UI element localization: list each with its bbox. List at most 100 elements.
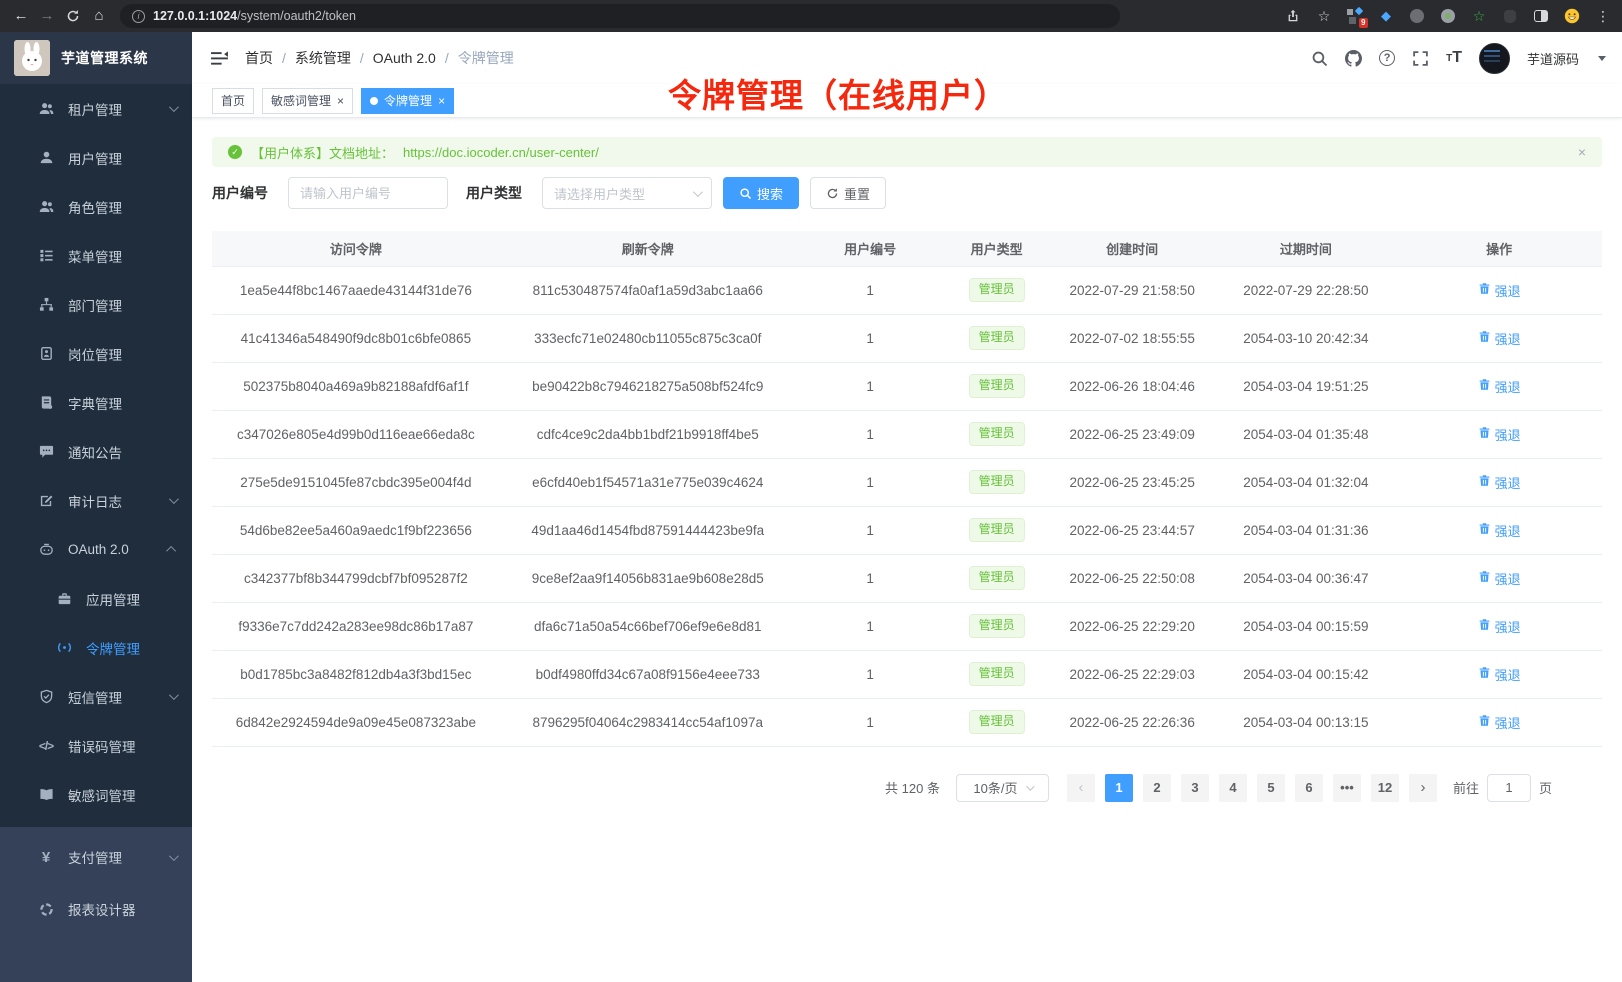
sidebar-item[interactable]: 字典管理	[0, 378, 192, 427]
profile-emoji-avatar[interactable]	[1563, 7, 1581, 25]
sidebar-item[interactable]: 岗位管理	[0, 329, 192, 378]
check-circle-icon: ✓	[228, 145, 242, 159]
force-logout-button[interactable]: 强退	[1478, 713, 1521, 732]
user-type-cell: 管理员	[944, 506, 1049, 555]
sidebar-item[interactable]: 敏感词管理	[0, 770, 192, 819]
expires-cell: 2054-03-04 01:35:48	[1215, 410, 1397, 459]
hamburger-icon[interactable]	[210, 50, 229, 67]
page-button[interactable]: 2	[1142, 773, 1171, 802]
force-logout-button[interactable]: 强退	[1478, 665, 1521, 684]
page-button[interactable]: 3	[1180, 773, 1209, 802]
sidebar-item[interactable]: </> 错误码管理	[0, 721, 192, 770]
force-logout-button[interactable]: 强退	[1478, 377, 1521, 396]
expires-cell: 2054-03-04 01:31:36	[1215, 506, 1397, 555]
refresh-cell: e6cfd40eb1f54571a31e775e039c4624	[499, 458, 796, 507]
created-cell: 2022-06-26 18:04:46	[1048, 362, 1216, 411]
sidebar-item[interactable]: 应用管理	[0, 574, 192, 623]
sidebar-menu-bottom: ¥ 支付管理 报表设计器	[0, 827, 192, 935]
dark-blob-extension-icon[interactable]	[1501, 7, 1519, 25]
extension-with-badge-icon[interactable]: 9	[1346, 6, 1368, 28]
close-icon[interactable]: ×	[337, 93, 345, 108]
sidebar-item[interactable]: 部门管理	[0, 280, 192, 329]
table-row: f9336e7c7dd242a283ee98dc86b17a87 dfa6c71a…	[212, 602, 1602, 651]
expires-cell: 2054-03-04 00:15:42	[1215, 650, 1397, 699]
sidebar-menu: 租户管理 用户管理 角色管理 菜单管理 部门管理 岗位管理 字典管理 通知公告 审计日志 OAut…	[0, 84, 192, 827]
user-id-input[interactable]	[288, 177, 448, 209]
force-logout-button[interactable]: 强退	[1478, 473, 1521, 492]
created-cell: 2022-06-25 23:44:57	[1048, 506, 1216, 555]
sidebar-item[interactable]: ¥ 支付管理	[0, 831, 192, 883]
sidebar-item[interactable]: 菜单管理	[0, 231, 192, 280]
reload-icon[interactable]	[60, 0, 86, 32]
tab-item[interactable]: 首页	[212, 87, 255, 114]
expires-cell: 2054-03-04 19:51:25	[1215, 362, 1397, 411]
user-type-select[interactable]: 请选择用户类型	[542, 177, 712, 209]
access-cell: 275e5de9151045fe87cbdc395e004f4d	[212, 458, 500, 507]
sidebar-item[interactable]: 通知公告	[0, 427, 192, 476]
page-button[interactable]: 1	[1104, 773, 1133, 802]
sidebar-item[interactable]: 用户管理	[0, 133, 192, 182]
bookmark-star-icon[interactable]: ☆	[1317, 7, 1331, 24]
sidebar-item[interactable]: 租户管理	[0, 84, 192, 133]
alert-doc-link[interactable]: https://doc.iocoder.cn/user-center/	[403, 144, 599, 160]
page-button[interactable]: 6	[1294, 773, 1323, 802]
github-icon[interactable]	[1345, 49, 1363, 67]
force-logout-button[interactable]: 强退	[1478, 521, 1521, 540]
alert-close-icon[interactable]: ×	[1577, 144, 1586, 160]
more-pages-icon[interactable]: •••	[1332, 773, 1361, 802]
sidebar-item[interactable]: 报表设计器	[0, 883, 192, 935]
dark-circle-extension-icon[interactable]	[1408, 7, 1426, 25]
gem-extension-icon[interactable]: ◆	[1381, 8, 1391, 23]
action-cell: 强退	[1396, 362, 1602, 411]
next-page-button[interactable]: ›	[1408, 773, 1437, 802]
user-id-cell: 1	[795, 458, 945, 507]
address-bar[interactable]: i 127.0.0.1:1024/system/oauth2/token	[120, 4, 1120, 28]
sidebar-item[interactable]: 令牌管理	[0, 623, 192, 672]
page-button[interactable]: 12	[1370, 773, 1399, 802]
force-logout-button[interactable]: 强退	[1478, 569, 1521, 588]
help-icon[interactable]: ?	[1379, 50, 1396, 66]
home-icon[interactable]: ⌂	[94, 7, 104, 24]
goto-page-input[interactable]	[1486, 773, 1531, 802]
sidebar-item[interactable]: 短信管理	[0, 672, 192, 721]
page-button[interactable]: 4	[1218, 773, 1247, 802]
force-logout-button[interactable]: 强退	[1478, 329, 1521, 348]
breadcrumb-item[interactable]: 系统管理	[294, 50, 351, 66]
green-star-extension-icon[interactable]: ☆	[1472, 7, 1486, 24]
token-table: 访问令牌 刷新令牌 用户编号 用户类型 创建时间 过期时间 操作 1ea5e44f8bc14…	[212, 231, 1602, 747]
page-size-select[interactable]: 10条/页	[955, 773, 1049, 802]
force-logout-button[interactable]: 强退	[1478, 281, 1521, 300]
back-icon[interactable]: ←	[13, 7, 29, 24]
breadcrumb-item[interactable]: OAuth 2.0	[372, 50, 436, 66]
sidebar-item[interactable]: 审计日志	[0, 476, 192, 525]
dot-circle-extension-icon[interactable]	[1439, 7, 1457, 25]
search-icon[interactable]	[1311, 50, 1328, 67]
browser-menu-icon[interactable]: ⋮	[1596, 7, 1610, 24]
expires-cell: 2054-03-10 20:42:34	[1215, 314, 1397, 363]
tab-active[interactable]: 令牌管理 ×	[361, 87, 455, 114]
force-logout-button[interactable]: 强退	[1478, 617, 1521, 636]
access-cell: 54d6be82ee5a460a9aedc1f9bf223656	[212, 506, 500, 555]
page-button[interactable]: 5	[1256, 773, 1285, 802]
breadcrumb-separator: /	[444, 50, 449, 66]
forward-icon[interactable]: →	[39, 7, 55, 24]
share-icon[interactable]	[1284, 7, 1302, 25]
reset-button[interactable]: 重置	[810, 177, 887, 209]
split-view-icon[interactable]	[1532, 7, 1550, 25]
sidebar-item[interactable]: OAuth 2.0	[0, 525, 192, 574]
search-button[interactable]: 搜索	[723, 177, 800, 209]
site-info-icon[interactable]: i	[132, 9, 145, 23]
breadcrumb-item[interactable]: 首页	[245, 50, 273, 66]
tab-item[interactable]: 敏感词管理 ×	[262, 87, 354, 114]
table-row: 41c41346a548490f9dc8b01c6bfe0865 333ecfc7…	[212, 314, 1602, 363]
fullscreen-icon[interactable]	[1412, 50, 1429, 67]
force-logout-button[interactable]: 强退	[1478, 425, 1521, 444]
close-icon[interactable]: ×	[438, 93, 446, 108]
user-menu-caret-icon[interactable]	[1598, 55, 1606, 61]
prev-page-button[interactable]: ‹	[1066, 773, 1095, 802]
goto-label: 前往	[1452, 781, 1479, 796]
org-icon	[38, 297, 54, 313]
sidebar-item[interactable]: 角色管理	[0, 182, 192, 231]
user-avatar[interactable]	[1478, 42, 1510, 74]
